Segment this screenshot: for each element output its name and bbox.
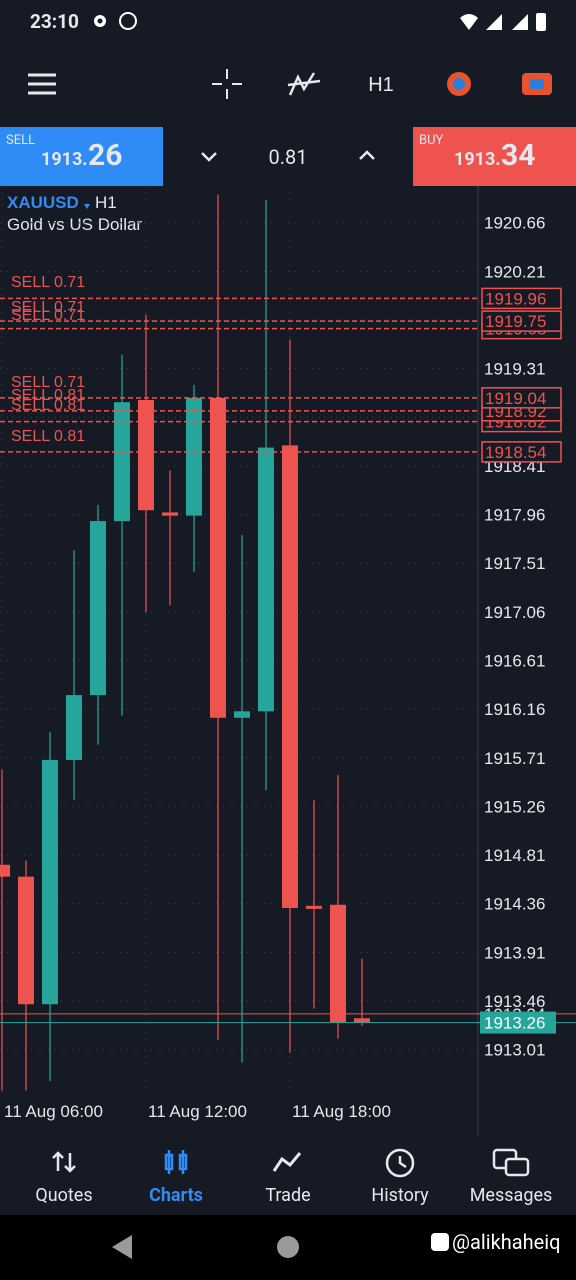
order-label: SELL 0.71 bbox=[11, 274, 85, 291]
candle-body bbox=[330, 904, 346, 1023]
nav-item[interactable]: Messages bbox=[469, 1185, 553, 1206]
buy-label: BUY bbox=[419, 133, 444, 148]
y-tick-label: 1914.81 bbox=[484, 846, 545, 865]
bottom-nav: Quotes Charts Trade History Messages bbox=[0, 1135, 576, 1215]
order-price-box bbox=[481, 310, 562, 332]
symbol-description: Gold vs US Dollar bbox=[7, 215, 142, 234]
candle-body bbox=[18, 876, 34, 1005]
candle-body bbox=[114, 402, 130, 522]
decrease-volume[interactable] bbox=[199, 147, 219, 167]
bid-label: 1913.26 bbox=[484, 1014, 545, 1033]
y-tick-label: 1913.91 bbox=[484, 943, 545, 962]
candle-body bbox=[42, 759, 58, 1005]
y-tick-label: 1920.66 bbox=[484, 214, 545, 233]
y-tick-label: 1917.51 bbox=[484, 554, 545, 573]
x-tick-label: 11 Aug 06:00 bbox=[4, 1102, 103, 1121]
system-nav-buttons bbox=[112, 1233, 449, 1259]
watermark: @alikhaheiq bbox=[452, 1230, 561, 1254]
order-price: 1919.75 bbox=[485, 312, 546, 331]
status-time: 23:10 bbox=[30, 10, 79, 33]
volume-control: 0.81 bbox=[163, 127, 413, 186]
y-tick-label: 1913.46 bbox=[484, 992, 545, 1011]
system-nav: @alikhaheiq bbox=[0, 1215, 576, 1280]
order-label: SELL 0.71 bbox=[11, 307, 85, 324]
status-icons bbox=[94, 12, 137, 30]
order-price-box bbox=[481, 387, 562, 409]
timeframe[interactable]: H1 bbox=[368, 74, 394, 96]
system-icons bbox=[460, 13, 546, 31]
indicators-icon[interactable] bbox=[287, 72, 321, 96]
chart: XAUUSD H1 Gold vs US Dollar 1920.66 1920.… bbox=[0, 186, 576, 1135]
order-label: SELL 0.71 bbox=[11, 374, 85, 391]
y-tick-label: 1915.71 bbox=[484, 749, 545, 768]
sell-label: SELL bbox=[6, 133, 36, 148]
y-tick-label: 1915.26 bbox=[484, 797, 545, 816]
nav-item[interactable]: Quotes bbox=[35, 1185, 93, 1206]
sell-button[interactable]: SELL 1913. 26 bbox=[0, 127, 163, 186]
candle-body bbox=[162, 512, 178, 516]
symbol[interactable]: XAUUSD bbox=[7, 193, 79, 212]
candle-body bbox=[0, 864, 10, 877]
toolbar: H1 bbox=[28, 69, 552, 99]
candle-body bbox=[306, 905, 322, 909]
nav-item[interactable]: History bbox=[371, 1185, 429, 1206]
candle-body bbox=[186, 397, 202, 516]
order-price-box bbox=[481, 287, 562, 310]
order-label: SELL 0.81 bbox=[11, 387, 85, 404]
nav-icons bbox=[52, 1148, 530, 1178]
bid-box bbox=[480, 1011, 556, 1034]
x-tick-label: 11 Aug 12:00 bbox=[148, 1102, 247, 1121]
increase-volume[interactable] bbox=[357, 145, 377, 165]
crosshair-icon[interactable] bbox=[212, 69, 242, 99]
order-label: SELL 0.81 bbox=[11, 428, 85, 445]
buy-price-big: 34 bbox=[501, 138, 536, 173]
nav-item[interactable]: Trade bbox=[265, 1185, 311, 1206]
sell-price-main: 1913. bbox=[41, 149, 88, 170]
x-tick-label: 11 Aug 18:00 bbox=[292, 1102, 391, 1121]
order-label: SELL 0.81 bbox=[11, 397, 85, 414]
nav-item[interactable]: Charts bbox=[149, 1185, 203, 1206]
symbol-dropdown[interactable] bbox=[84, 204, 90, 209]
y-tick-label: 1917.06 bbox=[484, 603, 545, 622]
candle-body bbox=[234, 711, 250, 718]
order-price: 1918.54 bbox=[485, 443, 546, 462]
candle-body bbox=[354, 1018, 370, 1023]
candle-body bbox=[90, 521, 106, 696]
candle-body bbox=[138, 400, 154, 511]
y-tick-label: 1916.61 bbox=[484, 651, 545, 670]
back-button[interactable] bbox=[112, 1235, 132, 1259]
menu-icon[interactable] bbox=[28, 73, 56, 95]
candle-body bbox=[66, 695, 82, 760]
buy-button[interactable]: BUY 1913. 34 bbox=[413, 127, 576, 186]
y-tick-label: 1917.96 bbox=[484, 506, 545, 525]
home-button[interactable] bbox=[277, 1236, 299, 1258]
sell-price-big: 26 bbox=[88, 138, 123, 173]
y-tick-label: 1913.01 bbox=[484, 1041, 545, 1060]
order-price: 1919.96 bbox=[485, 289, 546, 308]
y-tick-label: 1916.16 bbox=[484, 700, 545, 719]
y-tick-label: 1914.36 bbox=[484, 895, 545, 914]
order-label: SELL 0.71 bbox=[11, 299, 85, 316]
candle-body bbox=[258, 447, 274, 712]
y-tick-label: 1919.31 bbox=[484, 360, 545, 379]
buy-price-main: 1913. bbox=[454, 149, 501, 170]
y-tick-label: 1920.21 bbox=[484, 262, 545, 281]
candle-body bbox=[210, 397, 226, 718]
volume[interactable]: 0.81 bbox=[268, 145, 308, 169]
candle-body bbox=[282, 445, 298, 909]
chart-timeframe: H1 bbox=[95, 193, 117, 212]
watermark-icon bbox=[431, 1233, 449, 1251]
order-price: 1919.04 bbox=[485, 389, 546, 408]
order-price-box bbox=[481, 441, 562, 463]
